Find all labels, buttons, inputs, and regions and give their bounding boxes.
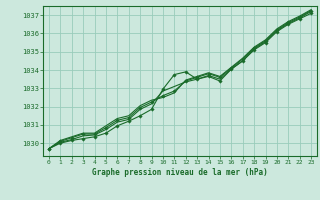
X-axis label: Graphe pression niveau de la mer (hPa): Graphe pression niveau de la mer (hPa)	[92, 168, 268, 177]
